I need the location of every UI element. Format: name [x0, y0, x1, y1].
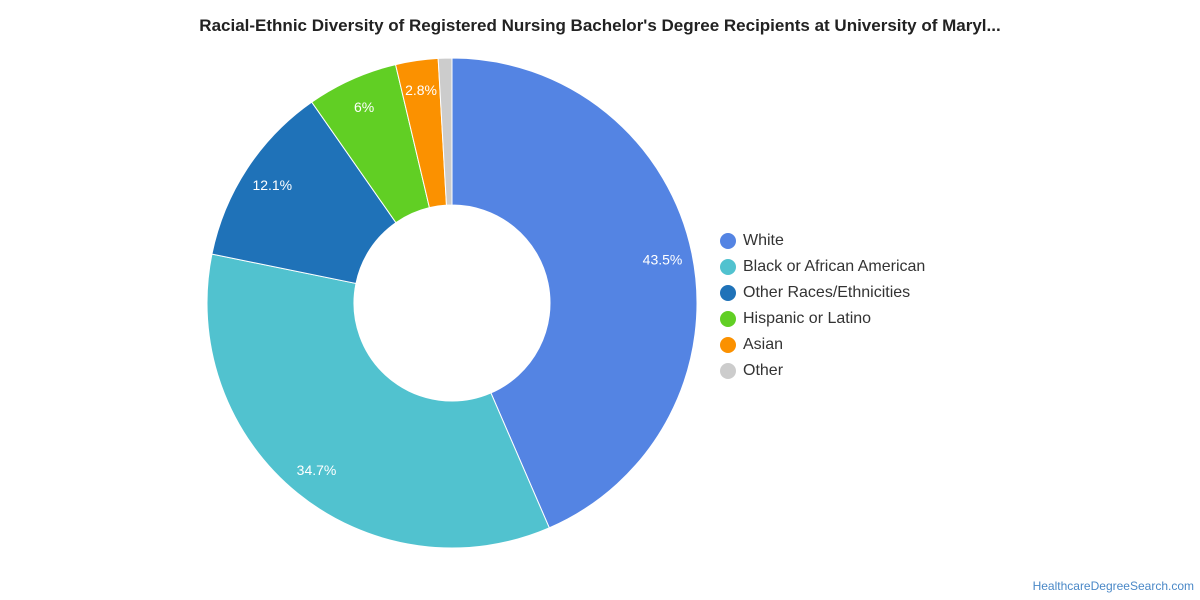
data-label-white: 43.5% — [643, 251, 683, 267]
slice-other-races-ethnicities[interactable] — [211, 101, 397, 285]
legend-item-other[interactable]: Other — [720, 358, 925, 384]
legend-label: White — [743, 232, 784, 249]
legend-label: Other Races/Ethnicities — [743, 284, 911, 301]
legend-label: Hispanic or Latino — [743, 310, 872, 327]
legend-label: Black or African American — [743, 258, 926, 275]
legend-swatch — [720, 363, 736, 379]
slice-black-or-african-american[interactable] — [206, 253, 550, 549]
source-link[interactable]: HealthcareDegreeSearch.com — [1032, 579, 1194, 593]
legend-swatch — [720, 337, 736, 353]
data-label-black-or-african-american: 34.7% — [297, 462, 337, 478]
legend-swatch — [720, 311, 736, 327]
slice-other[interactable] — [437, 57, 453, 206]
legend-item-hispanic-or-latino[interactable]: Hispanic or Latino — [720, 306, 925, 332]
slice-white[interactable] — [451, 57, 698, 529]
data-label-other-races-ethnicities: 12.1% — [252, 177, 292, 193]
legend-label: Asian — [743, 336, 784, 353]
legend-swatch — [720, 285, 736, 301]
legend-item-other-races-ethnicities[interactable]: Other Races/Ethnicities — [720, 280, 925, 306]
data-label-hispanic-or-latino: 6% — [354, 99, 374, 115]
data-label-asian: 2.8% — [405, 82, 437, 98]
legend-item-white[interactable]: White — [720, 228, 925, 254]
legend-label: Other — [743, 362, 784, 379]
legend-swatch — [720, 233, 736, 249]
legend-item-black-or-african-american[interactable]: Black or African American — [720, 254, 925, 280]
legend-swatch — [720, 259, 736, 275]
chart-legend: White Black or African American Other Race… — [720, 228, 925, 384]
chart-title: Racial-Ethnic Diversity of Registered Nu… — [199, 16, 1001, 35]
legend-item-asian[interactable]: Asian — [720, 332, 925, 358]
